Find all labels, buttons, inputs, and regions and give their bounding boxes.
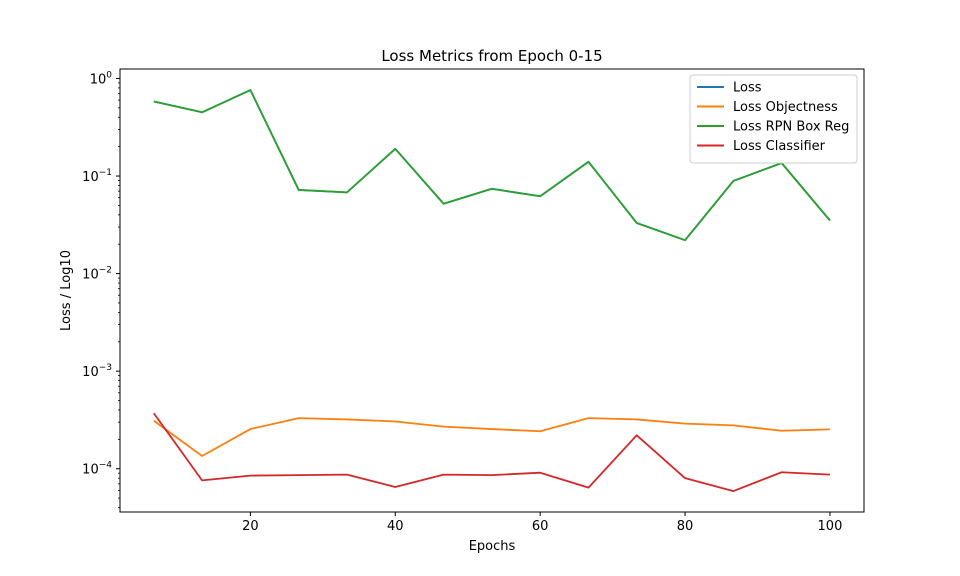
chart-title: Loss Metrics from Epoch 0-15 bbox=[381, 47, 602, 65]
y-axis-ticks: 10−4 10−3 10−2 10−1 100 bbox=[82, 70, 120, 508]
legend-box bbox=[689, 74, 858, 164]
series-line-2 bbox=[153, 89, 831, 242]
x-tick-label: 20 bbox=[242, 519, 259, 534]
y-tick-label: 10−1 bbox=[82, 168, 112, 185]
x-axis-label: Epochs bbox=[469, 539, 516, 554]
y-tick-label: 100 bbox=[90, 70, 113, 87]
x-axis-ticks: 20 40 60 80 100 bbox=[242, 512, 842, 534]
legend-label: Loss Objectness bbox=[733, 100, 838, 115]
x-tick-label: 100 bbox=[818, 519, 843, 534]
series-line-3 bbox=[153, 412, 830, 492]
x-tick-label: 40 bbox=[387, 519, 404, 534]
plot-area bbox=[153, 89, 831, 492]
legend-label: Loss bbox=[733, 81, 762, 96]
series-line-1 bbox=[153, 417, 830, 457]
x-tick-label: 60 bbox=[532, 519, 549, 534]
x-tick-label: 80 bbox=[677, 519, 694, 534]
y-axis-label: Loss / Log10 bbox=[59, 250, 74, 331]
legend: Loss Loss Objectness Loss RPN Box Reg Loss … bbox=[689, 74, 858, 164]
y-tick-label: 10−3 bbox=[82, 363, 112, 380]
legend-label: Loss RPN Box Reg bbox=[733, 120, 849, 135]
legend-label: Loss Classifier bbox=[733, 139, 826, 154]
y-tick-label: 10−2 bbox=[82, 266, 112, 283]
axes-frame bbox=[119, 68, 865, 513]
y-tick-label: 10−4 bbox=[82, 461, 112, 478]
